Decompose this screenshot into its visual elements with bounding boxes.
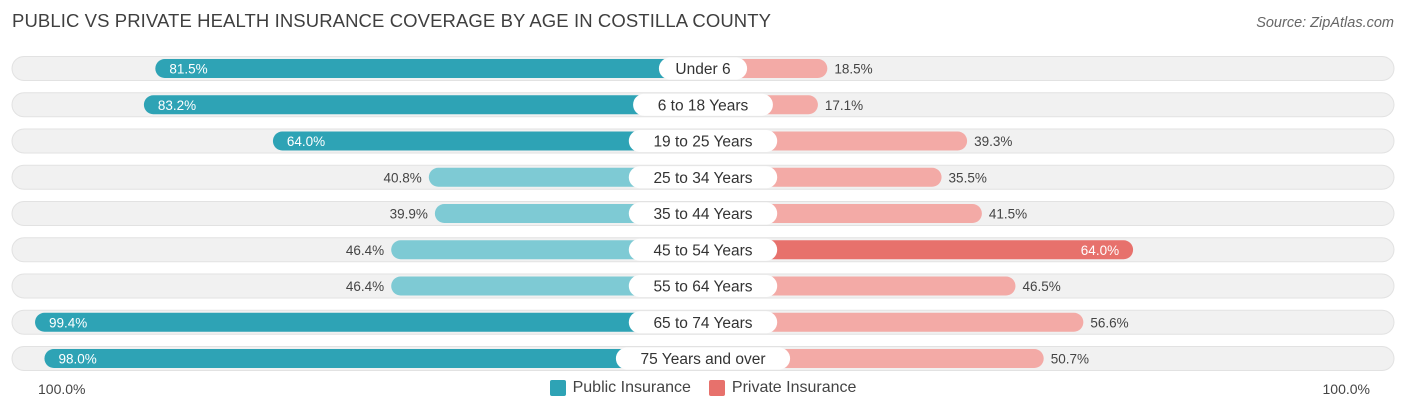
private-value-label: 64.0%: [1081, 243, 1119, 258]
public-value-label: 46.4%: [346, 279, 384, 294]
public-value-label: 99.4%: [49, 315, 87, 330]
category-label: 35 to 44 Years: [653, 206, 752, 223]
category-label: 6 to 18 Years: [658, 97, 749, 114]
category-pill: [658, 57, 748, 80]
public-value-label: 98.0%: [58, 352, 96, 367]
category-pill: [628, 238, 778, 261]
axis-left-label: 100.0%: [38, 381, 86, 397]
public-bar: [391, 240, 703, 260]
category-label: 75 Years and over: [641, 351, 766, 368]
public-value-label: 46.4%: [346, 243, 384, 258]
private-bar: [703, 240, 1134, 260]
public-value-label: 64.0%: [287, 134, 325, 149]
category-pill: [628, 166, 778, 189]
public-bar: [35, 312, 704, 332]
public-bar: [391, 276, 703, 296]
category-label: 19 to 25 Years: [653, 134, 752, 151]
category-label: Under 6: [675, 61, 730, 78]
legend-swatch-private: [708, 380, 725, 396]
category-label: 45 to 54 Years: [653, 242, 752, 259]
private-value-label: 39.3%: [974, 134, 1012, 149]
source-label: Source: ZipAtlas.com: [1256, 15, 1394, 31]
axis-right-label: 100.0%: [1322, 381, 1370, 397]
category-label: 65 to 74 Years: [653, 315, 752, 332]
category-pill: [633, 93, 773, 116]
category-pill: [615, 347, 791, 370]
legend-item-private: Private Insurance: [708, 379, 857, 397]
private-value-label: 50.7%: [1051, 352, 1089, 367]
private-value-label: 35.5%: [949, 170, 987, 185]
legend-item-public: Public Insurance: [549, 379, 691, 397]
category-pill: [628, 130, 778, 152]
legend-swatch-public: [549, 380, 566, 396]
private-value-label: 56.6%: [1090, 315, 1128, 330]
legend-label-public: Public Insurance: [572, 379, 691, 396]
private-value-label: 46.5%: [1022, 279, 1060, 294]
public-bar: [272, 131, 703, 151]
chart-title: PUBLIC VS PRIVATE HEALTH INSURANCE COVER…: [12, 10, 772, 31]
public-value-label: 40.8%: [384, 170, 422, 185]
private-value-label: 41.5%: [989, 207, 1027, 222]
private-bar: [703, 276, 1016, 296]
public-value-label: 83.2%: [158, 98, 196, 113]
legend: Public Insurance Private Insurance: [0, 379, 1406, 397]
private-value-label: 17.1%: [825, 98, 863, 113]
category-pill: [628, 275, 778, 297]
public-bar: [44, 349, 703, 368]
public-bar: [155, 59, 703, 78]
private-bar: [703, 312, 1084, 332]
chart-area: Under 6 81.5% 18.5% 6 to 18 Years 83.2% 17.1%…: [11, 56, 1395, 371]
public-bar: [143, 95, 703, 115]
category-label: 55 to 64 Years: [653, 279, 752, 296]
category-pill: [628, 202, 778, 225]
public-value-label: 39.9%: [390, 207, 428, 222]
public-value-label: 81.5%: [169, 62, 207, 77]
category-label: 25 to 34 Years: [653, 170, 752, 187]
private-value-label: 18.5%: [834, 62, 872, 77]
category-pill: [628, 311, 778, 334]
legend-label-private: Private Insurance: [731, 379, 857, 396]
